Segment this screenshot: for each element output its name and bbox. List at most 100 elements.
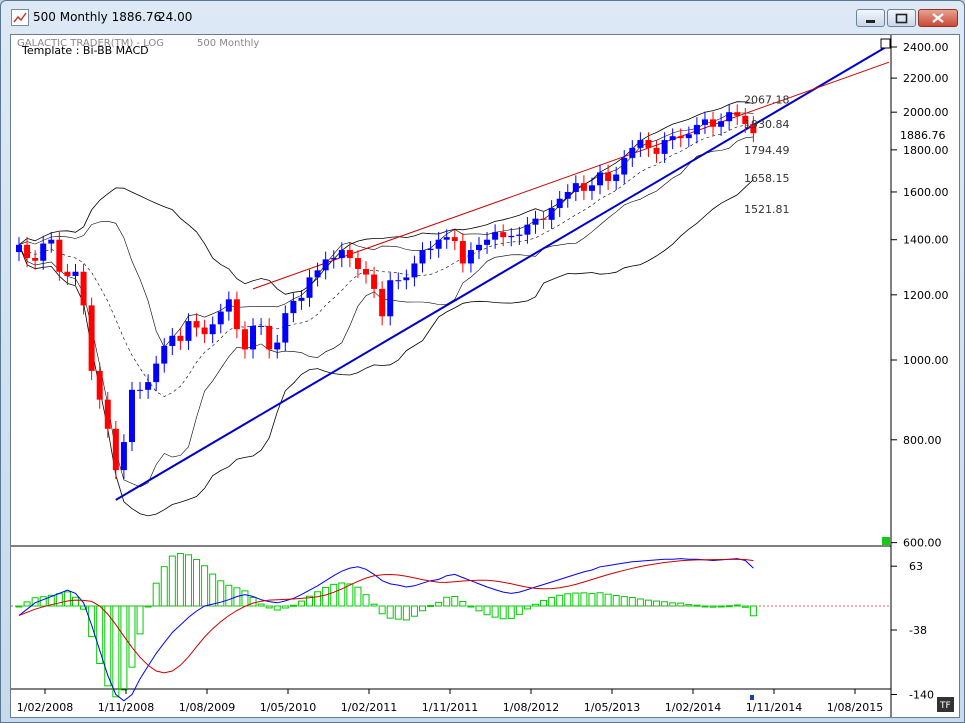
time-tick-label: 1/11/2014 [746, 701, 802, 714]
time-tick-label: 1/02/2014 [665, 701, 721, 714]
middle-band [18, 124, 754, 397]
up-candle [411, 263, 418, 278]
macd-histogram-bar [580, 592, 588, 607]
macd-histogram-bar [378, 605, 386, 615]
up-candle [120, 442, 127, 471]
macd-tick-label: -140 [909, 688, 934, 701]
down-candle [56, 239, 63, 272]
macd-histogram-bar [63, 591, 71, 607]
chart-app-icon[interactable] [11, 9, 29, 26]
time-axis: 1/02/2008 1/11/2008 1/08/2009 1/05/2010 1/02… [17, 689, 883, 714]
macd-histogram-bar [386, 605, 394, 619]
up-candle [613, 174, 620, 181]
up-candle [185, 321, 192, 341]
macd-line [18, 558, 754, 702]
macd-histogram-bar [120, 605, 128, 691]
macd-histogram-bar [733, 604, 741, 607]
price-axis: 2400.00 2200.00 2000.00 1800.00 1600.00 1400.… [891, 41, 949, 550]
macd-histogram-bar [491, 605, 499, 618]
down-candle [346, 250, 353, 259]
time-tick-label: 1/08/2012 [503, 701, 559, 714]
price-tick-label: 800.00 [903, 434, 942, 447]
tf-button[interactable] [937, 697, 954, 712]
signal-line [18, 558, 754, 674]
time-tick-label: 1/05/2010 [260, 701, 316, 714]
price-tick-label: 2400.00 [903, 41, 949, 54]
macd-histogram-bar [71, 596, 79, 607]
title-bar[interactable]: 500 Monthly 1886.76 24.00 [1, 1, 964, 33]
macd-histogram-bar [685, 604, 693, 607]
up-candle [443, 237, 450, 240]
up-candle [314, 270, 321, 278]
macd-histogram-bar [653, 600, 661, 607]
down-candle [193, 321, 200, 328]
close-button[interactable] [918, 9, 958, 27]
band-value-label: 1521.81 [744, 203, 790, 216]
close-icon [932, 13, 944, 23]
down-candle [266, 325, 273, 350]
time-tick-label: 1/08/2015 [827, 701, 883, 714]
macd-histogram-bar [459, 601, 467, 607]
up-candle [467, 250, 474, 264]
macd-histogram-bar [80, 605, 88, 610]
red-resistance-trendline [252, 61, 890, 290]
up-candle [274, 342, 281, 350]
tf-label: TF [939, 701, 951, 711]
macd-histogram-bar [419, 605, 426, 612]
chart-canvas[interactable]: GALACTIC TRADER(TM) - LOG 500 Monthly Te… [11, 35, 959, 717]
up-candle [516, 234, 523, 236]
macd-tick-label: -38 [909, 624, 927, 637]
up-candle [629, 147, 636, 158]
up-candle [338, 250, 345, 259]
macd-histogram-bar [15, 605, 23, 608]
restore-button[interactable] [887, 9, 916, 27]
scroll-marker-top[interactable] [880, 38, 891, 49]
up-candle [669, 136, 676, 141]
macd-histogram-bar [620, 596, 628, 607]
up-candle [726, 112, 733, 122]
macd-histogram-bar [701, 605, 709, 608]
price-tick-label: 1400.00 [903, 234, 949, 247]
up-candle [588, 185, 595, 191]
price-tick-label: 600.00 [903, 537, 942, 550]
down-candle [88, 305, 95, 371]
macd-histogram-bar [507, 605, 515, 619]
up-candle [258, 325, 265, 327]
up-candle [427, 248, 434, 251]
macd-histogram-bar [330, 583, 338, 607]
macd-histogram-bar [410, 605, 418, 617]
macd-histogram-bar [289, 604, 297, 607]
outer-lower-band [18, 179, 754, 517]
macd-histogram-bar [362, 594, 370, 607]
macd-histogram-bar [168, 555, 176, 607]
down-candle [80, 271, 87, 306]
down-candle [500, 232, 507, 238]
up-candle [128, 389, 135, 443]
up-candle [137, 389, 144, 391]
trendlines[interactable] [115, 46, 890, 501]
macd-histogram-bar [297, 600, 305, 607]
macd-histogram-bar [152, 582, 160, 607]
bollinger-bands [18, 101, 754, 517]
up-candle [693, 124, 700, 135]
macd-histogram-bar [394, 605, 402, 620]
down-candle [201, 327, 208, 335]
macd-histogram-bar [572, 592, 580, 607]
up-candle [564, 191, 571, 199]
price-tick-label: 1800.00 [903, 144, 949, 157]
scroll-marker-green[interactable] [882, 537, 890, 545]
minimize-button[interactable] [856, 9, 885, 27]
macd-histogram-bar [564, 593, 572, 607]
chart-area[interactable]: GALACTIC TRADER(TM) - LOG 500 Monthly Te… [10, 34, 960, 718]
up-candle [290, 300, 297, 314]
macd-histogram-bar [749, 605, 757, 617]
macd-histogram-bar [443, 596, 451, 607]
macd-histogram-bar [370, 603, 378, 607]
up-candle [48, 239, 55, 244]
scroll-marker-bottom[interactable] [750, 695, 754, 700]
macd-histogram-bar [725, 605, 733, 608]
macd-histogram-bar [241, 590, 249, 607]
macd-histogram-bar [136, 605, 144, 635]
outer-upper-band [18, 101, 754, 295]
macd-histogram-bar [314, 591, 322, 607]
